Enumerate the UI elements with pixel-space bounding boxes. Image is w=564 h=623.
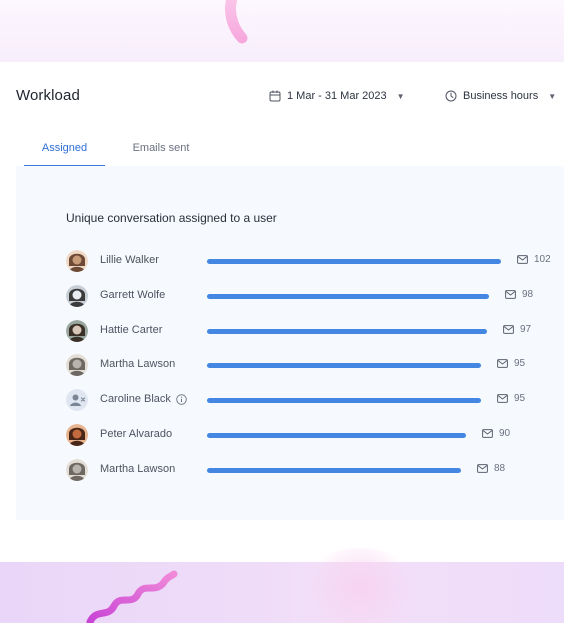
value-text: 95 bbox=[514, 393, 526, 405]
user-name: Caroline Black bbox=[100, 393, 187, 405]
bar bbox=[207, 293, 489, 299]
value-text: 90 bbox=[499, 428, 511, 439]
value-label: 90 bbox=[482, 428, 510, 439]
value-label: 97 bbox=[503, 324, 531, 335]
hours-dropdown[interactable]: Business hours ▼ bbox=[445, 87, 556, 105]
bar bbox=[207, 259, 501, 264]
user-name-label: Martha Lawson bbox=[100, 358, 176, 371]
avatar bbox=[66, 284, 88, 307]
bar bbox=[207, 467, 461, 473]
date-range-label: 1 Mar - 31 Mar 2023 bbox=[287, 90, 387, 102]
value-label: 95 bbox=[497, 393, 525, 404]
avatar bbox=[66, 319, 88, 342]
pink-ring-decoration bbox=[225, 0, 248, 44]
bar bbox=[207, 433, 466, 438]
squiggle-decoration bbox=[86, 570, 178, 623]
chart-card bbox=[16, 166, 564, 520]
blob-decoration bbox=[300, 548, 420, 623]
user-name: Martha Lawson bbox=[100, 463, 175, 475]
value-label: 98 bbox=[505, 289, 533, 300]
value-label: 95 bbox=[497, 358, 525, 369]
bar bbox=[207, 398, 481, 404]
hours-label: Business hours bbox=[463, 90, 539, 102]
mail-icon bbox=[497, 394, 508, 404]
tab-assigned[interactable]: Assigned bbox=[24, 136, 105, 167]
table-row: Hattie Carter 97 bbox=[66, 319, 556, 342]
user-name-label: Lillie Walker bbox=[100, 254, 159, 266]
user-name-label: Hattie Carter bbox=[100, 323, 163, 336]
mail-icon bbox=[482, 429, 493, 438]
mail-icon bbox=[477, 463, 488, 473]
info-icon[interactable] bbox=[176, 393, 187, 405]
value-text: 95 bbox=[514, 358, 526, 370]
clock-icon bbox=[445, 90, 457, 102]
user-name: Lillie Walker bbox=[100, 254, 159, 266]
chevron-down-icon: ▼ bbox=[548, 91, 557, 101]
chart-title: Unique conversation assigned to a user bbox=[66, 211, 277, 225]
user-name-label: Garrett Wolfe bbox=[100, 288, 166, 301]
mail-icon bbox=[505, 289, 516, 299]
mail-icon bbox=[497, 359, 508, 369]
page-title: Workload bbox=[16, 87, 80, 104]
bar bbox=[207, 328, 487, 334]
avatar bbox=[66, 424, 88, 446]
mail-icon bbox=[503, 324, 514, 334]
table-row: Martha Lawson 88 bbox=[66, 458, 556, 481]
avatar bbox=[66, 354, 88, 377]
removed-user-icon bbox=[66, 389, 88, 412]
value-text: 98 bbox=[522, 288, 534, 300]
value-label: 102 bbox=[517, 254, 551, 265]
table-row: Lillie Walker 102 bbox=[66, 250, 556, 272]
user-name-label: Peter Alvarado bbox=[100, 428, 173, 440]
user-name: Hattie Carter bbox=[100, 324, 162, 336]
value-text: 88 bbox=[494, 462, 506, 474]
chevron-down-icon: ▼ bbox=[396, 91, 405, 101]
date-range-dropdown[interactable]: 1 Mar - 31 Mar 2023 ▼ bbox=[269, 87, 405, 105]
tab-emails-sent[interactable]: Emails sent bbox=[132, 142, 190, 154]
avatar bbox=[66, 250, 88, 272]
value-text: 102 bbox=[534, 254, 551, 265]
user-name-label: Caroline Black bbox=[100, 393, 171, 406]
table-row: Peter Alvarado 90 bbox=[66, 424, 556, 446]
user-name-label: Martha Lawson bbox=[100, 462, 176, 475]
top-decoration bbox=[0, 0, 564, 62]
user-name: Martha Lawson bbox=[100, 358, 175, 370]
value-text: 97 bbox=[520, 323, 532, 335]
table-row: Caroline Black 95 bbox=[66, 389, 556, 412]
bar bbox=[207, 363, 481, 369]
user-name: Peter Alvarado bbox=[100, 428, 172, 440]
avatar bbox=[66, 458, 88, 481]
table-row: Martha Lawson 95 bbox=[66, 354, 556, 377]
table-row: Garrett Wolfe 98 bbox=[66, 284, 556, 307]
calendar-icon bbox=[269, 90, 281, 102]
mail-icon bbox=[517, 255, 528, 264]
value-label: 88 bbox=[477, 463, 505, 474]
user-name: Garrett Wolfe bbox=[100, 289, 165, 301]
